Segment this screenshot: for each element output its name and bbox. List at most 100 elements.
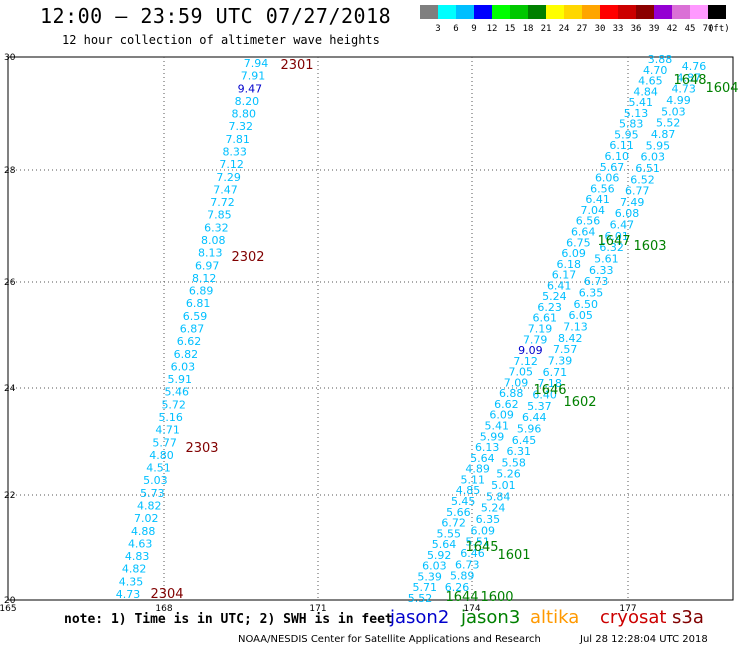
wave-height-label: 4.65 [638,75,663,88]
wave-height-label: 4.35 [119,575,144,588]
orbit-rev-label: 1644 [445,590,478,605]
wave-height-label: 9.47 [238,82,263,95]
wave-height-label: 6.97 [195,259,220,272]
wave-height-label: 5.16 [158,411,183,424]
scale-label: 3 [435,24,441,34]
wave-height-label: 5.73 [140,487,165,500]
wave-height-label: 6.73 [455,558,480,571]
wave-height-label: 6.46 [460,547,485,560]
wave-height-label: 6.18 [557,258,582,271]
wave-height-label: 6.17 [552,269,577,282]
legend-s3a: s3a [672,607,704,628]
wave-height-label: 7.29 [216,171,241,184]
wave-height-label: 5.89 [450,570,475,583]
wave-height-label: 4.99 [666,94,691,107]
scale-label: 24 [558,24,570,34]
wave-height-label: 5.55 [437,527,462,540]
orbit-rev-label: 1601 [497,548,530,563]
footer-note: note: 1) Time is in UTC; 2) SWH is in fe… [64,612,393,627]
wave-height-label: 5.01 [491,479,516,492]
wave-height-label: 5.67 [600,161,625,174]
wave-height-label: 5.26 [496,468,521,481]
lon-tick-label: 165 [0,604,17,614]
scale-swatch [636,5,654,19]
wave-height-label: 5.72 [161,398,186,411]
legend-jason2: jason2 [390,607,450,628]
scale-swatch [564,5,582,19]
wave-height-label: 6.62 [177,335,202,348]
wave-height-label: 7.05 [509,366,534,379]
legend-cryosat: cryosat [600,607,667,628]
wave-height-label: 6.50 [574,298,599,311]
wave-height-label: 4.76 [682,60,707,73]
wave-height-label: 4.63 [128,537,153,550]
wave-height-label: 7.94 [244,57,269,70]
scale-label: 30 [594,24,606,34]
wave-height-label: 5.71 [413,581,438,594]
scale-label: 15 [504,24,516,34]
scale-label: 18 [522,24,534,34]
scale-label: 6 [453,24,459,34]
wave-height-label: 4.51 [146,462,171,475]
wave-height-label: 4.89 [465,463,490,476]
wave-height-label: 6.08 [615,207,640,220]
wave-height-label: 4.82 [122,563,147,576]
wave-height-label: 8.13 [198,247,223,260]
orbit-rev-label: 1600 [480,590,513,605]
scale-swatch [672,5,690,19]
scale-label: 45 [684,24,696,34]
wave-height-label: 6.26 [445,581,470,594]
scale-label: 9 [471,24,477,34]
scale-swatch [582,5,600,19]
wave-height-label: 5.41 [485,420,510,433]
scale-unit: (ft) [708,24,730,34]
wave-height-label: 6.03 [641,151,666,164]
wave-height-label: 6.09 [489,409,514,422]
orbit-rev-label: 1647 [597,234,630,249]
wave-height-label: 7.12 [219,158,244,171]
orbit-rev-label: 1648 [673,73,706,88]
orbit-rev-label: 1603 [633,239,666,254]
wave-height-label: 5.61 [594,253,619,266]
wave-height-label: 6.56 [576,215,601,228]
wave-height-label: 5.51 [465,536,490,549]
scale-label: 39 [648,24,660,34]
wave-height-label: 6.56 [590,182,615,195]
wave-height-label: 7.81 [225,133,250,146]
wave-height-label: 5.46 [165,386,190,399]
scale-swatch [600,5,618,19]
wave-height-label: 6.72 [441,517,466,530]
wave-height-label: 6.41 [547,279,572,292]
scale-label: 33 [612,24,624,34]
orbit-rev-label: 2301 [280,58,313,73]
wave-height-label: 6.33 [589,264,614,277]
axis-ticks: 165 168 171 174 177 30 28 26 24 22 20 [0,53,637,614]
scale-swatch [528,5,546,19]
legend-altika: altika [530,607,580,628]
wave-height-label: 5.52 [408,592,433,605]
wave-height-label: 5.96 [517,422,542,435]
lat-tick-label: 20 [4,596,16,606]
scale-swatch [708,5,726,19]
wave-height-label: 5.24 [481,502,506,515]
wave-height-label: 6.44 [522,411,547,424]
wave-height-label: 5.39 [417,570,442,583]
scale-swatch [546,5,564,19]
wave-height-label: 6.13 [475,441,500,454]
wave-height-label: 5.83 [619,118,644,131]
wave-height-label: 6.52 [630,173,655,186]
scale-swatch [510,5,528,19]
wave-height-label: 8.42 [558,332,583,345]
scale-swatch [438,5,456,19]
wave-height-label: 6.01 [604,230,629,243]
map-subtitle: 12 hour collection of altimeter wave hei… [62,33,380,47]
scale-swatch [456,5,474,19]
map-title: 12:00 — 23:59 UTC 07/27/2018 [40,4,392,28]
wave-height-label: 7.32 [229,120,254,133]
wave-height-label: 8.12 [192,272,217,285]
wave-height-label: 7.12 [513,355,538,368]
scale-label: 21 [540,24,552,34]
wave-height-label: 4.87 [677,71,702,84]
wave-height-label: 5.64 [470,452,495,465]
